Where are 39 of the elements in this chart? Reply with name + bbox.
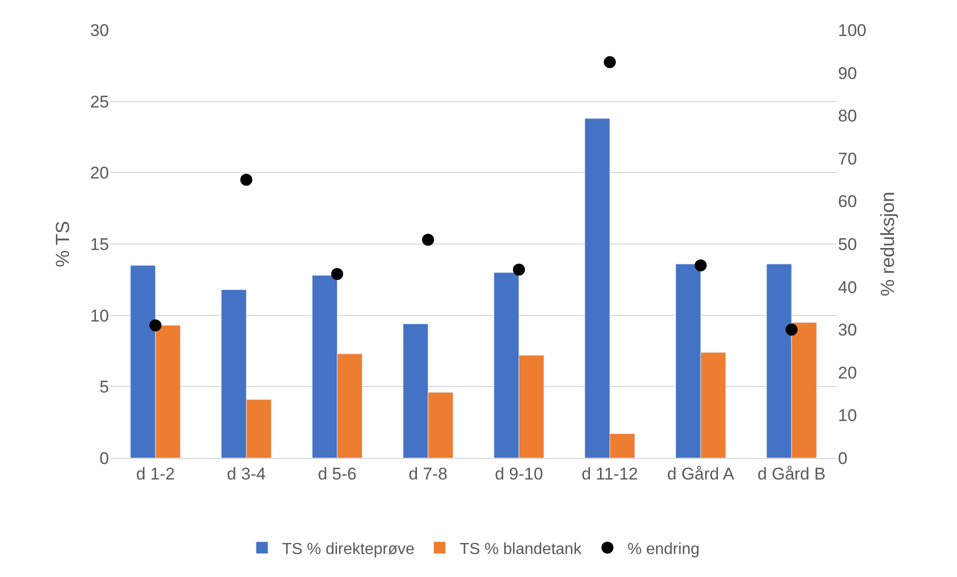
x-tick-label: d 7-8 [408,464,448,484]
x-tick-label: d Gård B [758,464,826,484]
y2-axis-title: % reduksjon [878,192,900,296]
y-axis-title: % TS [52,220,74,268]
y2-tick-label: 100 [838,20,866,40]
x-tick-label: d 11-12 [582,464,638,484]
y2-tick-label: 80 [838,106,857,126]
y-tick-label: 10 [90,306,109,326]
point [786,324,798,336]
y-tick-label: 0 [100,448,109,468]
y2-tick-label: 30 [838,320,857,340]
y2-tick-label: 40 [838,278,857,297]
x-tick-label: d Gård A [667,464,735,484]
point [512,264,525,276]
point [240,174,252,186]
y2-tick-label: 20 [838,363,857,382]
y-tick-label: 5 [100,378,109,397]
x-tick-label: d 9-10 [494,464,544,484]
legend-label: TS % direkteprøve [282,540,415,558]
y-tick-label: 30 [90,20,109,40]
y2-tick-label: 70 [838,149,857,168]
x-tick-label: d 3-4 [226,464,266,484]
x-tick-label: d 1-2 [136,464,175,484]
y-tick-label: 15 [90,234,109,254]
point [422,234,434,246]
y-tick-label: 25 [90,92,109,112]
point [149,319,162,332]
y2-tick-label: 10 [838,406,857,426]
legend-label: TS % blandetank [460,540,582,558]
y-tick-label: 20 [90,164,109,183]
legend-label: % endring [627,540,700,558]
y2-tick-label: 0 [838,448,848,468]
y2-tick-label: 60 [838,192,857,212]
x-tick-label: d 5-6 [318,464,357,484]
point [694,259,707,272]
y2-tick-label: 50 [838,234,857,254]
y2-tick-label: 90 [838,64,857,83]
point [331,268,344,280]
point [604,56,616,68]
